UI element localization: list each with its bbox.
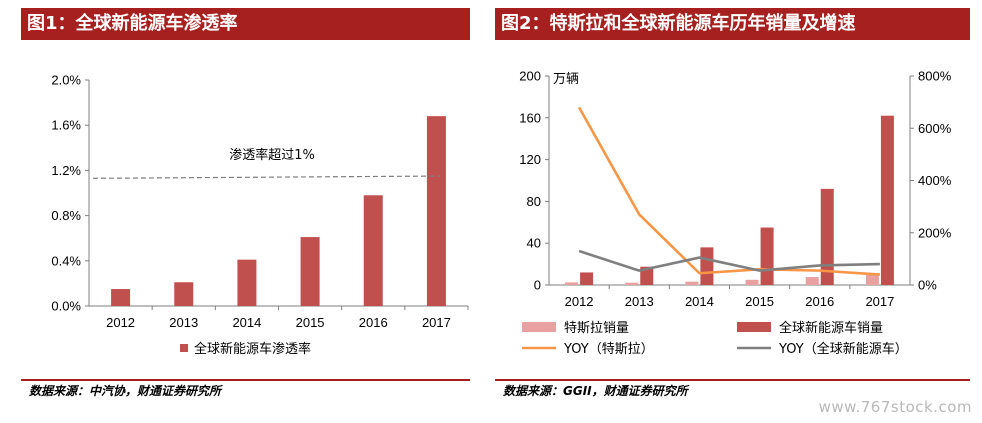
chart2-bar-global bbox=[640, 266, 654, 285]
chart1-y-tick-label: 1.2% bbox=[51, 163, 81, 178]
chart1-x-tick-label: 2013 bbox=[169, 315, 198, 330]
chart2-y2-tick-label: 600% bbox=[918, 121, 952, 136]
chart2-bar-global bbox=[880, 115, 894, 286]
chart1-y-tick-label: 1.6% bbox=[51, 118, 81, 133]
chart2-bar-tesla bbox=[865, 274, 879, 285]
chart2-title: 图2：特斯拉和全球新能源车历年销量及增速 bbox=[495, 8, 970, 40]
chart1-title: 图1：全球新能源车渗透率 bbox=[21, 8, 470, 40]
chart1-bar bbox=[111, 289, 131, 306]
chart2-bar-global bbox=[760, 227, 774, 285]
chart2-y2-tick-label: 200% bbox=[918, 225, 952, 240]
chart2-x-tick-label: 2016 bbox=[805, 294, 834, 309]
chart1-x-tick-label: 2016 bbox=[359, 315, 388, 330]
chart1-x-tick-label: 2014 bbox=[232, 315, 261, 330]
chart2-y2-tick-label: 0% bbox=[918, 278, 937, 293]
chart1-threshold-line bbox=[92, 175, 441, 179]
chart2-bar-tesla bbox=[805, 277, 819, 285]
chart2-y-tick-label: 160 bbox=[519, 110, 541, 125]
chart2-y-tick-label: 80 bbox=[527, 194, 541, 209]
chart1-legend-label: 全球新能源车渗透率 bbox=[194, 341, 311, 357]
chart2-bar-tesla bbox=[625, 282, 639, 285]
chart2-bar-global bbox=[700, 247, 714, 285]
chart1-y-tick-label: 0.8% bbox=[51, 208, 81, 223]
chart1-bar bbox=[300, 237, 320, 306]
chart2-y-unit: 万辆 bbox=[553, 72, 579, 87]
chart2-y2-tick-label: 400% bbox=[918, 173, 952, 188]
watermark: www.767stock.com bbox=[818, 398, 972, 416]
chart1-source: 数据来源：中汽协，财通证券研究所 bbox=[21, 379, 470, 401]
chart2-y-tick-label: 200 bbox=[519, 69, 541, 84]
chart1-annotation: 渗透率超过1% bbox=[229, 147, 315, 163]
chart2-x-tick-label: 2015 bbox=[745, 294, 774, 309]
chart2-legend-tesla-swatch bbox=[522, 322, 556, 332]
chart2-legend-global-label: 全球新能源车销量 bbox=[779, 320, 883, 336]
chart2-line-yoy-tesla bbox=[577, 106, 881, 276]
chart2-y-tick-label: 120 bbox=[519, 152, 541, 167]
chart2-x-tick-label: 2017 bbox=[865, 294, 894, 309]
chart2-bar-tesla bbox=[745, 279, 759, 285]
chart2-y-tick-label: 40 bbox=[527, 236, 541, 251]
chart2-y2-tick-label: 800% bbox=[918, 69, 952, 84]
chart2-legend-yoy-global-label: YOY（全球新能源车） bbox=[778, 341, 908, 357]
chart2-x-tick-label: 2012 bbox=[565, 294, 594, 309]
chart2-legend-global-swatch bbox=[737, 322, 771, 332]
chart1-x-tick-label: 2017 bbox=[422, 315, 451, 330]
chart1-y-tick-label: 0.0% bbox=[51, 299, 81, 314]
chart1-legend-swatch bbox=[180, 344, 188, 352]
chart1-bar bbox=[426, 116, 446, 306]
chart2-source: 数据来源：GGII，财通证券研究所 bbox=[495, 379, 970, 401]
chart1-bar bbox=[174, 282, 194, 306]
chart2-x-tick-label: 2014 bbox=[685, 294, 714, 309]
chart1-y-tick-label: 2.0% bbox=[51, 73, 81, 88]
chart2-bar-global bbox=[820, 188, 834, 285]
chart2-line-yoy-global bbox=[578, 249, 880, 272]
chart1-y-tick-label: 0.4% bbox=[51, 253, 81, 268]
chart2-y-tick-label: 0 bbox=[534, 278, 541, 293]
chart2-x-tick-label: 2013 bbox=[625, 294, 654, 309]
chart2-bar-global bbox=[580, 272, 594, 285]
chart2-legend-yoy-tesla-label: YOY（特斯拉） bbox=[563, 342, 654, 357]
chart2-bar-tesla bbox=[565, 282, 579, 285]
chart2-bar-tesla bbox=[685, 281, 699, 285]
chart2-legend-tesla-label: 特斯拉销量 bbox=[564, 321, 629, 336]
chart1-bar bbox=[237, 259, 257, 306]
chart1-x-tick-label: 2012 bbox=[106, 315, 135, 330]
chart1-x-tick-label: 2015 bbox=[296, 315, 325, 330]
chart1-bar bbox=[363, 195, 383, 306]
